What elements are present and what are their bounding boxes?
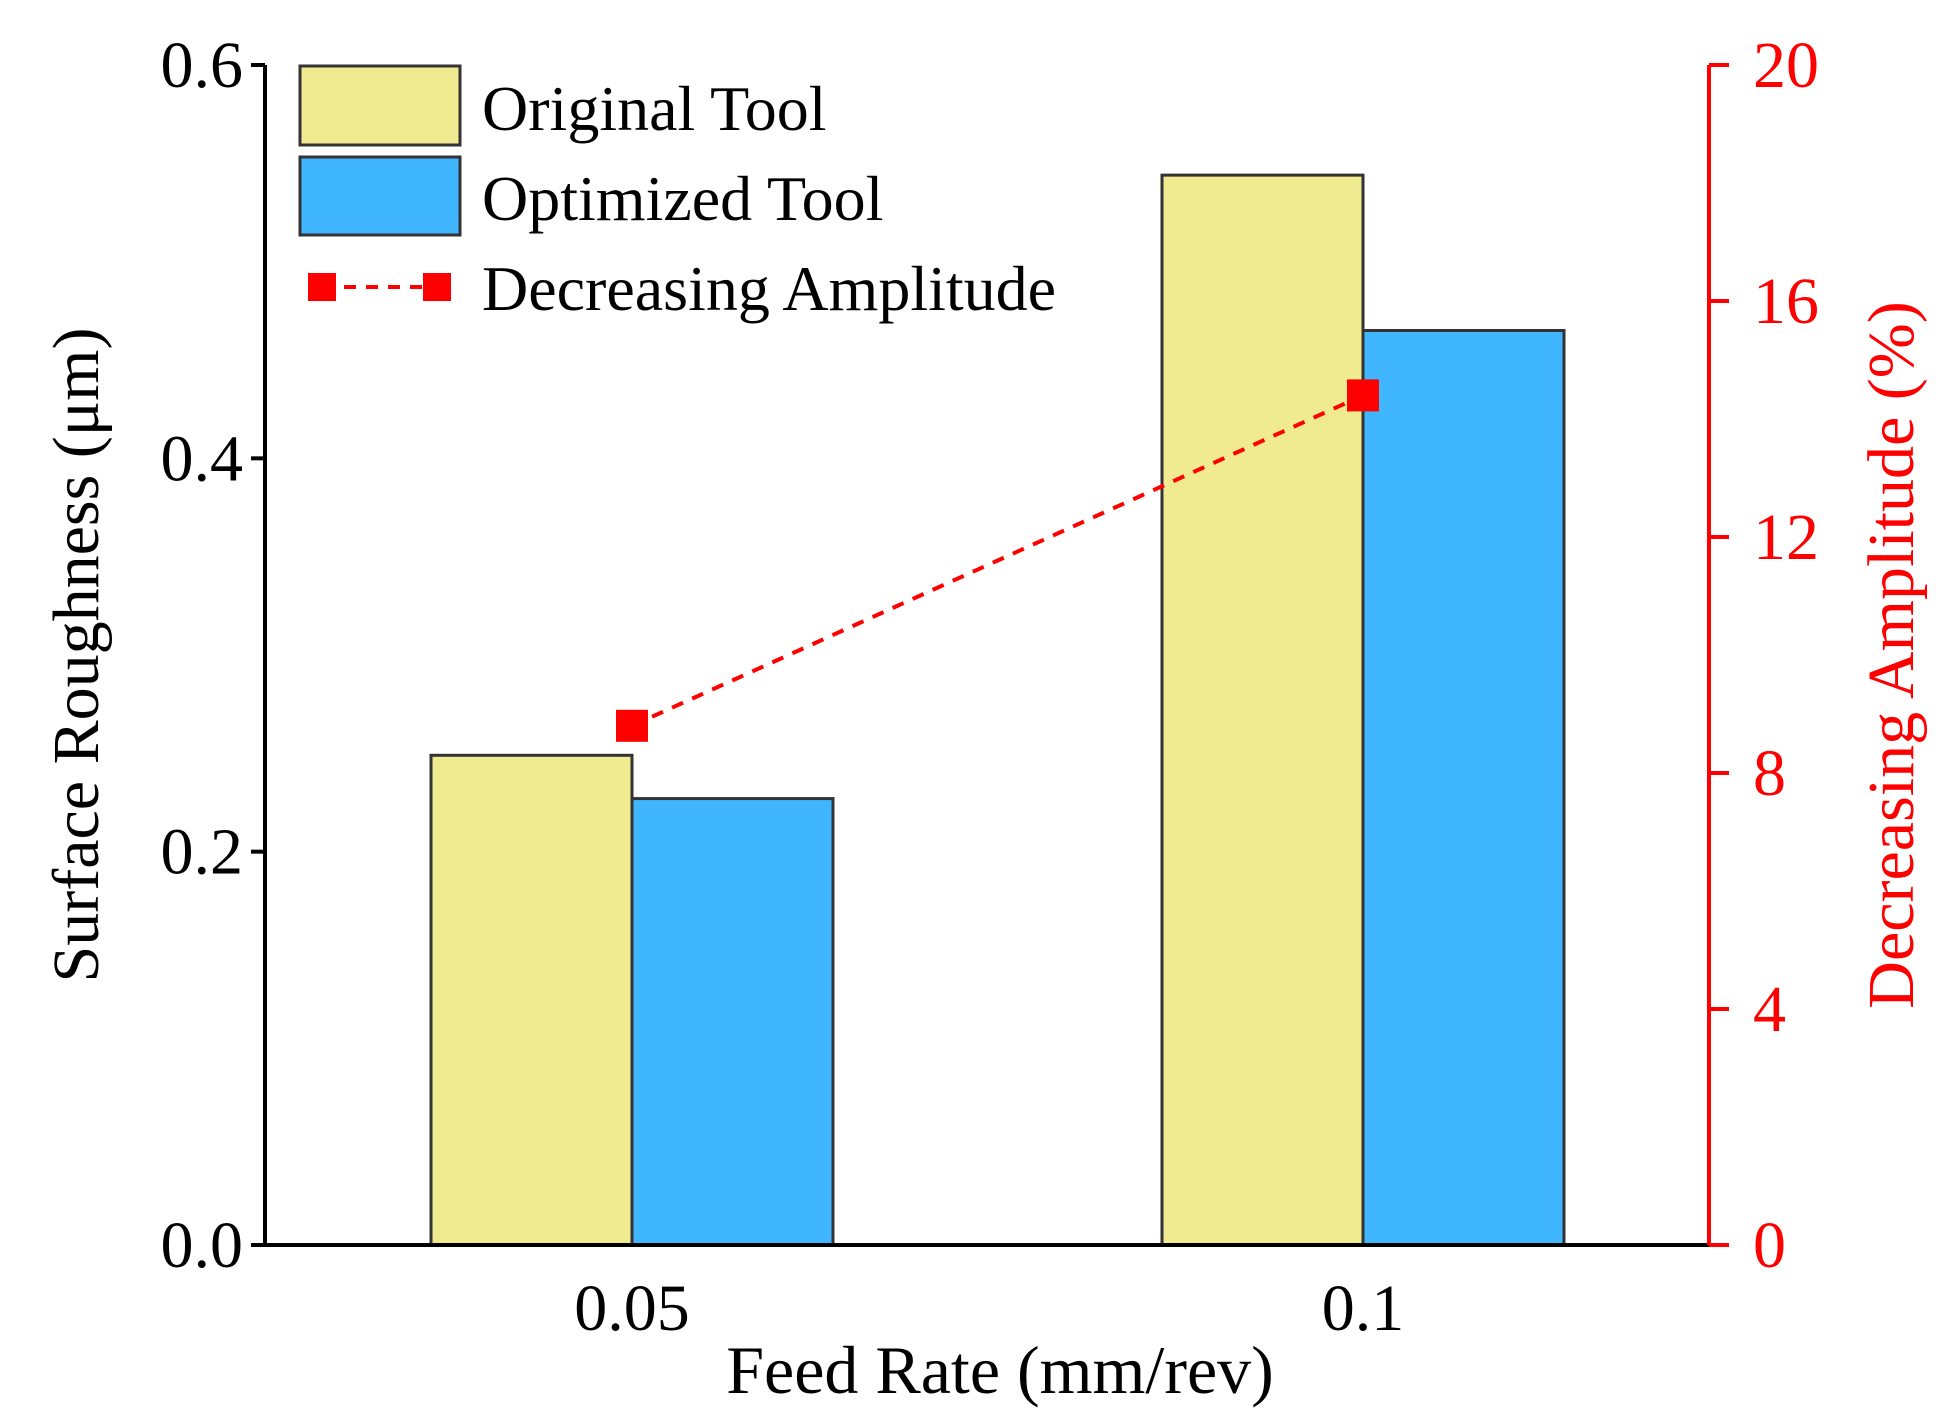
y2-tick-label: 0 <box>1753 1209 1786 1282</box>
y-axis-label: Surface Roughness (μm) <box>40 328 113 983</box>
y-tick-label: 0.4 <box>161 422 244 495</box>
bar-optimized-tool-0.05 <box>630 797 835 1247</box>
legend-marker <box>423 273 451 301</box>
legend: Original Tool Optimized Tool Decreasing … <box>298 64 1056 324</box>
bar-original-tool-0.05 <box>429 753 634 1247</box>
bar-original-tool-0.1 <box>1160 173 1365 1247</box>
y2-tick-label: 16 <box>1753 265 1819 338</box>
x-axis-label: Feed Rate (mm/rev) <box>726 1332 1274 1408</box>
y2-tick-label: 20 <box>1753 29 1819 102</box>
y2-axis-label: Decreasing Amplitude (%) <box>1855 301 1928 1008</box>
legend-label-amplitude: Decreasing Amplitude <box>482 253 1056 324</box>
legend-label-optimized: Optimized Tool <box>482 163 883 234</box>
x-tick-label: 0.05 <box>574 1272 690 1345</box>
y-tick-label: 0.0 <box>161 1209 244 1282</box>
y-tick-label: 0.6 <box>161 29 244 102</box>
x-tick-label: 0.1 <box>1322 1272 1405 1345</box>
legend-marker <box>308 273 336 301</box>
y-tick-label: 0.2 <box>161 816 244 889</box>
y2-tick-label: 12 <box>1753 501 1819 574</box>
legend-swatch-original <box>298 64 462 147</box>
y2-tick-label: 4 <box>1753 973 1786 1046</box>
amplitude-point-0.1 <box>1347 379 1379 412</box>
legend-label-original: Original Tool <box>482 73 827 144</box>
legend-swatch-optimized <box>298 155 462 237</box>
bar-optimized-tool-0.1 <box>1361 329 1566 1247</box>
y2-tick-label: 8 <box>1753 737 1786 810</box>
amplitude-line <box>631 393 1364 728</box>
amplitude-point-0.05 <box>616 709 648 742</box>
